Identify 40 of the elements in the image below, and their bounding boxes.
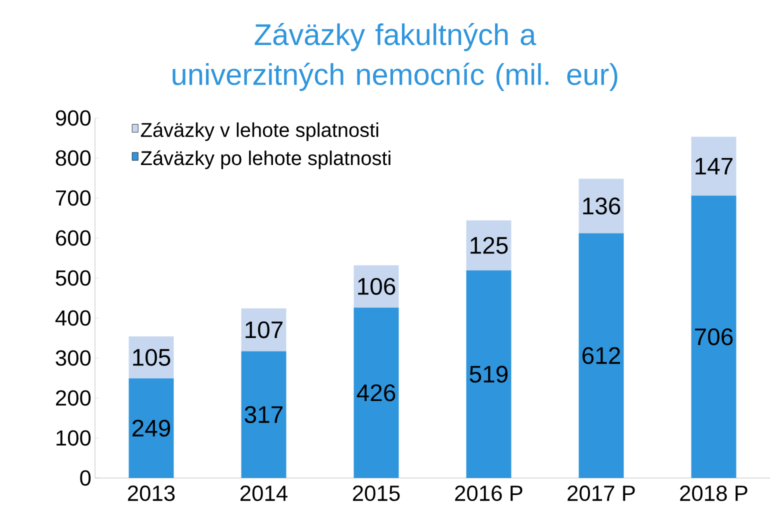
data-label: 136 [583, 198, 620, 214]
bar [578, 178, 624, 234]
y-tick-label: 900 [56, 110, 91, 126]
y-tick-label: 600 [56, 230, 91, 246]
x-tick-label: 2015 [352, 486, 400, 502]
data-label: 519 [470, 366, 508, 383]
data-label: 125 [470, 236, 508, 254]
bar [691, 136, 736, 196]
bar [128, 378, 174, 478]
bar [466, 270, 512, 478]
data-label: 317 [244, 406, 282, 424]
y-tick-label: 100 [56, 430, 91, 446]
y-tick-label: 200 [56, 390, 91, 406]
bar [466, 220, 512, 270]
y-tick-label: 500 [56, 270, 91, 286]
x-tick-label: 2014 [240, 486, 288, 502]
data-label: 105 [133, 348, 170, 366]
data-label: 106 [358, 278, 396, 295]
bar [578, 233, 624, 478]
data-label: 706 [695, 328, 733, 346]
y-tick-label: 0 [80, 470, 91, 486]
bar [241, 351, 286, 478]
y-tick-label: 800 [56, 150, 91, 166]
y-tick-label: 300 [56, 350, 91, 366]
chart-title: Záväzky fakultných a univerzitných nemocníc (mil. eur) [172, 22, 618, 92]
y-tick-label: 400 [55, 310, 91, 326]
bar [354, 308, 399, 478]
data-label: 249 [132, 420, 170, 437]
x-tick-label: 2016 P [455, 486, 522, 502]
data-label: 107 [246, 321, 282, 338]
x-tick-label: 2018 P [680, 486, 748, 502]
bar [691, 196, 736, 478]
data-label: 426 [356, 384, 396, 402]
legend-label: Záväzky v lehote splatnosti [140, 122, 378, 142]
y-tick-label: 700 [56, 190, 91, 206]
x-tick-label: 2017 P [568, 486, 635, 502]
legend-label: Záväzky po lehote splatnosti [140, 150, 390, 170]
data-label: 147 [696, 158, 732, 174]
x-tick-label: 2013 [128, 486, 175, 502]
data-label: 612 [582, 347, 620, 364]
